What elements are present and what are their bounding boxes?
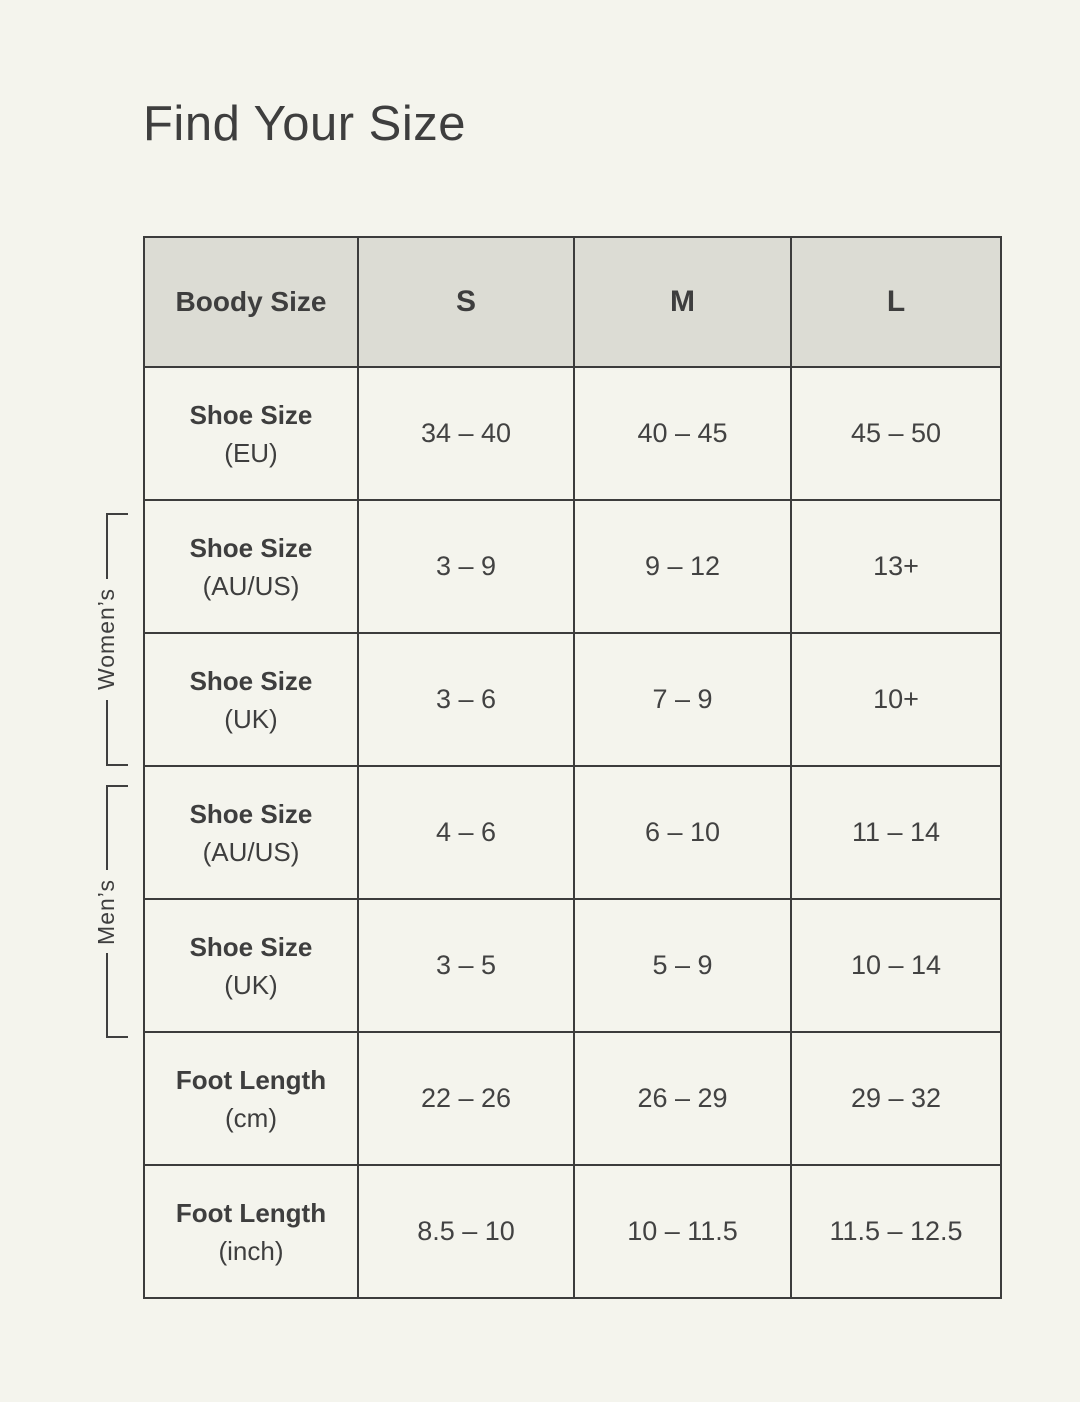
page-title: Find Your Size: [143, 97, 466, 151]
value-cell: 9 – 12: [573, 499, 792, 634]
table-row-foot-length-cm: Foot Length (cm) 22 – 26 26 – 29 29 – 32: [143, 1031, 1002, 1166]
mens-group-label: Men’s: [93, 878, 119, 945]
table-row-foot-length-inch: Foot Length (inch) 8.5 – 10 10 – 11.5 11…: [143, 1164, 1002, 1299]
value-cell: 40 – 45: [573, 366, 792, 501]
row-label-line1: Foot Length: [175, 1197, 327, 1228]
value-cell: 6 – 10: [573, 765, 792, 900]
value-cell: 5 – 9: [573, 898, 792, 1033]
row-label-line1: Shoe Size: [189, 665, 313, 696]
row-label-line1: Shoe Size: [189, 399, 313, 430]
row-label: Foot Length (inch): [143, 1164, 359, 1299]
table-row-shoe-size-auus-mens: Shoe Size (AU/US) 4 – 6 6 – 10 11 – 14: [143, 765, 1002, 900]
row-label-line2: (UK): [224, 703, 278, 734]
header-cell-size-l: L: [790, 236, 1002, 368]
value-cell: 26 – 29: [573, 1031, 792, 1166]
row-label-line1: Shoe Size: [189, 931, 313, 962]
row-label: Shoe Size (UK): [143, 898, 359, 1033]
value-cell: 4 – 6: [357, 765, 575, 900]
row-label-line1: Shoe Size: [189, 532, 313, 563]
row-label-line2: (inch): [218, 1235, 284, 1266]
value-cell: 3 – 5: [357, 898, 575, 1033]
value-cell: 45 – 50: [790, 366, 1002, 501]
table-row-shoe-size-eu: Shoe Size (EU) 34 – 40 40 – 45 45 – 50: [143, 366, 1002, 501]
row-label-line2: (UK): [224, 969, 278, 1000]
womens-group-bracket: Women’s: [93, 513, 128, 766]
row-label-line1: Foot Length: [175, 1064, 327, 1095]
value-cell: 29 – 32: [790, 1031, 1002, 1166]
bracket-top-arm: [106, 513, 128, 580]
row-label: Shoe Size (AU/US): [143, 499, 359, 634]
bracket-top-arm: [106, 785, 128, 870]
value-cell: 11.5 – 12.5: [790, 1164, 1002, 1299]
row-label-line1: Shoe Size: [189, 798, 313, 829]
row-label-line2: (AU/US): [202, 836, 300, 867]
row-label-line2: (EU): [224, 437, 278, 468]
row-label-line2: (cm): [225, 1102, 277, 1133]
header-cell-size-m: M: [573, 236, 792, 368]
value-cell: 34 – 40: [357, 366, 575, 501]
value-cell: 22 – 26: [357, 1031, 575, 1166]
row-label: Shoe Size (UK): [143, 632, 359, 767]
header-cell-size-s: S: [357, 236, 575, 368]
row-label: Shoe Size (EU): [143, 366, 359, 501]
size-chart-table: Boody Size S M L Shoe Size (EU) 34 – 40 …: [143, 236, 1002, 1299]
value-cell: 10+: [790, 632, 1002, 767]
value-cell: 10 – 11.5: [573, 1164, 792, 1299]
table-row-shoe-size-uk-womens: Shoe Size (UK) 3 – 6 7 – 9 10+: [143, 632, 1002, 767]
table-row-shoe-size-auus-womens: Shoe Size (AU/US) 3 – 9 9 – 12 13+: [143, 499, 1002, 634]
value-cell: 3 – 6: [357, 632, 575, 767]
table-row-shoe-size-uk-mens: Shoe Size (UK) 3 – 5 5 – 9 10 – 14: [143, 898, 1002, 1033]
value-cell: 3 – 9: [357, 499, 575, 634]
header-cell-boody-size: Boody Size: [143, 236, 359, 368]
row-label: Shoe Size (AU/US): [143, 765, 359, 900]
value-cell: 7 – 9: [573, 632, 792, 767]
header-row: Boody Size S M L: [143, 236, 1002, 368]
value-cell: 8.5 – 10: [357, 1164, 575, 1299]
womens-group-label: Women’s: [93, 588, 119, 691]
bracket-bottom-arm: [106, 699, 128, 766]
mens-group-bracket: Men’s: [93, 785, 128, 1038]
row-label: Foot Length (cm): [143, 1031, 359, 1166]
value-cell: 11 – 14: [790, 765, 1002, 900]
value-cell: 10 – 14: [790, 898, 1002, 1033]
value-cell: 13+: [790, 499, 1002, 634]
row-label-line2: (AU/US): [202, 570, 300, 601]
bracket-bottom-arm: [106, 953, 128, 1038]
